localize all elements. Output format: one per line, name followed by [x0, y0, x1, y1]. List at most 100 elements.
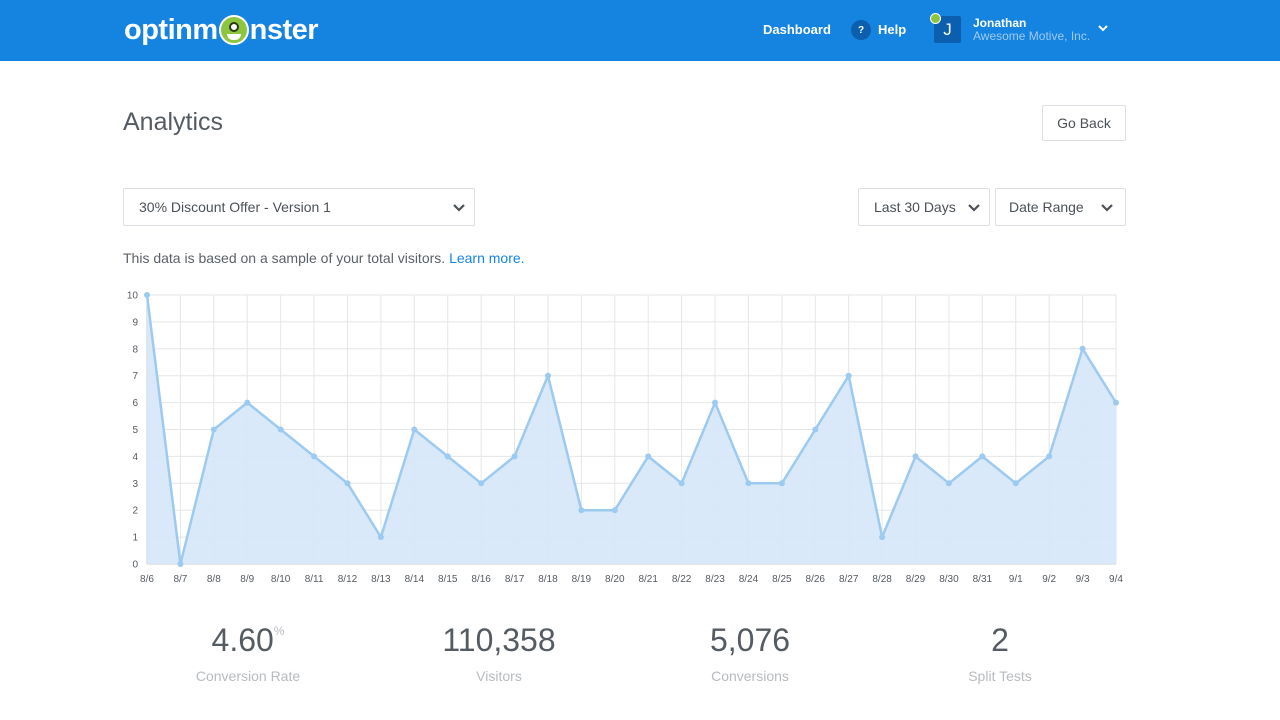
x-tick-label: 8/18 [538, 574, 558, 585]
y-tick-label: 5 [132, 425, 138, 436]
nav-dashboard-link[interactable]: Dashboard [763, 22, 831, 37]
visitors-label: Visitors [476, 668, 522, 684]
y-tick-label: 2 [132, 506, 138, 517]
chart-points [144, 292, 1119, 567]
go-back-label: Go Back [1057, 115, 1111, 131]
chart-point [1012, 480, 1019, 487]
conversions-value: 5,076 [709, 622, 791, 658]
chart-point [1079, 345, 1086, 352]
chart-point [244, 399, 251, 406]
sample-notice-text: This data is based on a sample of your t… [123, 250, 446, 266]
conversion-rate-number: 4.60 [211, 622, 274, 658]
x-tick-label: 9/4 [1109, 574, 1123, 585]
monster-logo-icon [218, 15, 249, 45]
chart-point [444, 453, 451, 460]
x-tick-label: 8/16 [471, 574, 491, 585]
y-tick-label: 10 [127, 291, 139, 302]
x-tick-label: 8/13 [371, 574, 391, 585]
x-tick-label: 8/26 [806, 574, 826, 585]
learn-more-link[interactable]: Learn more. [449, 250, 525, 266]
visitors-value: 110,358 [442, 622, 556, 658]
conversion-rate-label: Conversion Rate [195, 668, 301, 684]
conversion-rate-value: 4.60% [123, 622, 373, 659]
x-tick-label: 9/3 [1076, 574, 1090, 585]
y-tick-label: 6 [132, 398, 138, 409]
x-tick-label: 8/21 [638, 574, 658, 585]
y-tick-label: 7 [132, 371, 138, 382]
period-select-value: Last 30 Days [874, 199, 956, 215]
chart-point [778, 480, 785, 487]
chart-grid [146, 294, 1117, 565]
x-tick-label: 8/15 [438, 574, 458, 585]
chart-point [745, 480, 752, 487]
chart-point [979, 453, 986, 460]
user-name[interactable]: Jonathan [973, 16, 1027, 30]
x-tick-label: 8/25 [772, 574, 792, 585]
logo-text-right: nster [249, 13, 319, 46]
chart-series-line [145, 294, 1118, 566]
y-tick-label: 9 [132, 317, 138, 328]
x-tick-label: 8/6 [140, 574, 154, 585]
chart-point [511, 453, 518, 460]
chart-point [912, 453, 919, 460]
chart-point [144, 292, 150, 298]
split-tests-value: 2 [991, 622, 1009, 658]
x-tick-label: 8/30 [939, 574, 959, 585]
x-tick-label: 8/20 [605, 574, 625, 585]
x-tick-label: 8/29 [906, 574, 926, 585]
user-company[interactable]: Awesome Motive, Inc. [973, 29, 1091, 43]
x-tick-label: 8/9 [240, 574, 254, 585]
x-tick-label: 8/19 [572, 574, 592, 585]
chart-y-ticks: 0 1 2 3 4 5 6 7 8 9 10 [127, 291, 139, 571]
split-tests-label: Split Tests [968, 668, 1032, 684]
campaign-select[interactable]: 30% Discount Offer - Version 1 [123, 188, 475, 226]
chart-x-ticks: 8/6 8/7 8/8 8/9 8/10 8/11 8/12 8/13 8/14 8/15 8/16… [140, 574, 1123, 585]
page-title: Analytics [123, 108, 224, 136]
optinmonster-logo[interactable]: optinm nster [124, 12, 319, 48]
period-select[interactable]: Last 30 Days [858, 188, 990, 226]
x-tick-label: 8/23 [705, 574, 725, 585]
x-tick-label: 8/31 [973, 574, 993, 585]
x-tick-label: 8/22 [672, 574, 692, 585]
chart-point [945, 480, 952, 487]
x-tick-label: 8/28 [872, 574, 892, 585]
nav-help-link[interactable]: Help [878, 22, 907, 37]
x-tick-label: 8/27 [839, 574, 859, 585]
chevron-down-icon [1101, 204, 1113, 212]
logo-text-left: optinm [124, 13, 218, 46]
percent-suffix: % [273, 624, 285, 638]
chart-point [311, 453, 318, 460]
chart-point [578, 507, 585, 514]
chart-point [210, 426, 217, 433]
go-back-button[interactable]: Go Back [1042, 105, 1126, 141]
chart-point [1113, 399, 1119, 406]
x-tick-label: 9/1 [1009, 574, 1023, 585]
x-tick-label: 8/12 [338, 574, 358, 585]
chevron-down-icon [968, 204, 980, 212]
x-tick-label: 8/10 [271, 574, 291, 585]
chart-point [277, 426, 284, 433]
x-tick-label: 8/17 [505, 574, 525, 585]
chart-point [1046, 453, 1053, 460]
chart-point [478, 480, 485, 487]
chart-point [645, 453, 652, 460]
x-tick-label: 8/7 [173, 574, 187, 585]
sample-notice: This data is based on a sample of your t… [123, 250, 525, 266]
chart-point [845, 372, 852, 379]
x-tick-label: 8/24 [739, 574, 759, 585]
chart-point [177, 561, 184, 567]
chart-point [812, 426, 819, 433]
chart-point [411, 426, 418, 433]
date-range-select[interactable]: Date Range [995, 188, 1126, 226]
date-range-select-value: Date Range [1009, 199, 1084, 215]
chart-point [712, 399, 719, 406]
y-tick-label: 4 [132, 452, 138, 463]
chart-point [344, 480, 351, 487]
user-menu-chevron-down-icon[interactable] [1097, 22, 1109, 34]
online-status-icon [930, 13, 941, 24]
x-tick-label: 8/14 [405, 574, 425, 585]
x-tick-label: 8/11 [305, 574, 324, 585]
help-icon[interactable]: ? [851, 20, 871, 40]
chart-point [678, 480, 685, 487]
